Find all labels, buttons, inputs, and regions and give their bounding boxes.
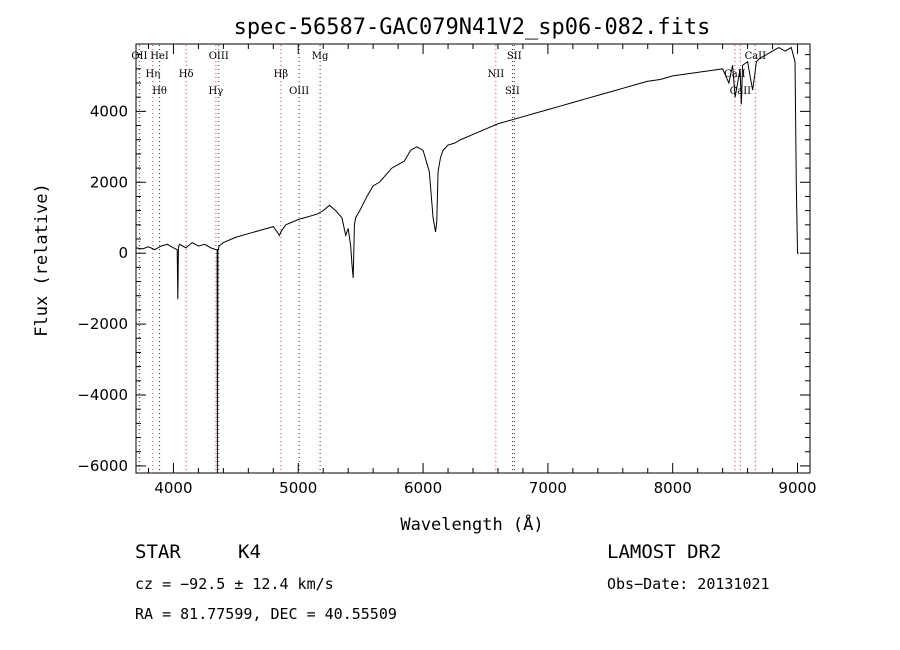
spectral-line-label: OIII (209, 51, 229, 62)
plot-frame (135, 43, 811, 474)
spectral-line-label: OIII (289, 86, 309, 97)
spectral-line-label: OII (131, 51, 147, 62)
spectral-line-label: Hβ (274, 69, 289, 80)
y-tick-label: −6000 (77, 457, 128, 475)
spectral-line-label: HeI (150, 51, 169, 62)
x-tick-label: 9000 (778, 479, 816, 497)
x-tick-label: 7000 (529, 479, 567, 497)
x-axis-label: Wavelength (Å) (400, 513, 543, 535)
y-tick-label: −2000 (77, 315, 128, 333)
spectral-line-label: Hθ (152, 86, 167, 97)
y-tick-label: 2000 (90, 173, 128, 191)
plot-area: OIIHηHθHeIHδHγOIIIHβOIIIMgNIISIISIICaIIC… (77, 43, 817, 497)
spectral-line-label: Mg (312, 51, 329, 62)
spectral-line-label: Hδ (179, 69, 194, 80)
y-tick-label: −4000 (77, 386, 128, 404)
object-subclass: K4 (238, 541, 261, 563)
spectral-line-label: SII (505, 86, 520, 97)
object-class: STAR (135, 541, 181, 563)
redshift-cz: cz = −92.5 ± 12.4 km/s (135, 575, 334, 593)
spectrum-line (135, 46, 799, 474)
x-tick-label: 4000 (154, 479, 192, 497)
x-tick-label: 8000 (654, 479, 692, 497)
x-tick-label: 6000 (404, 479, 442, 497)
spectral-line-label: CaII (745, 51, 767, 62)
y-tick-label: 4000 (90, 102, 128, 120)
spectral-line-label: Hγ (209, 86, 224, 97)
spectral-line-label: CaII (724, 69, 746, 80)
spectral-line-label: Hη (145, 69, 160, 80)
y-tick-label: 0 (118, 244, 128, 262)
spectral-line-label: CaII (730, 86, 752, 97)
x-tick-label: 5000 (279, 479, 317, 497)
obs-date: Obs−Date: 20131021 (607, 575, 770, 593)
spectral-line-label: SII (507, 51, 522, 62)
coordinates: RA = 81.77599, DEC = 40.55509 (135, 605, 397, 623)
y-axis-label: Flux (relative) (32, 183, 52, 337)
chart-title: spec-56587-GAC079N41V2_sp06-082.fits (234, 15, 711, 40)
survey-name: LAMOST DR2 (607, 541, 722, 563)
spectral-line-label: NII (488, 69, 505, 80)
